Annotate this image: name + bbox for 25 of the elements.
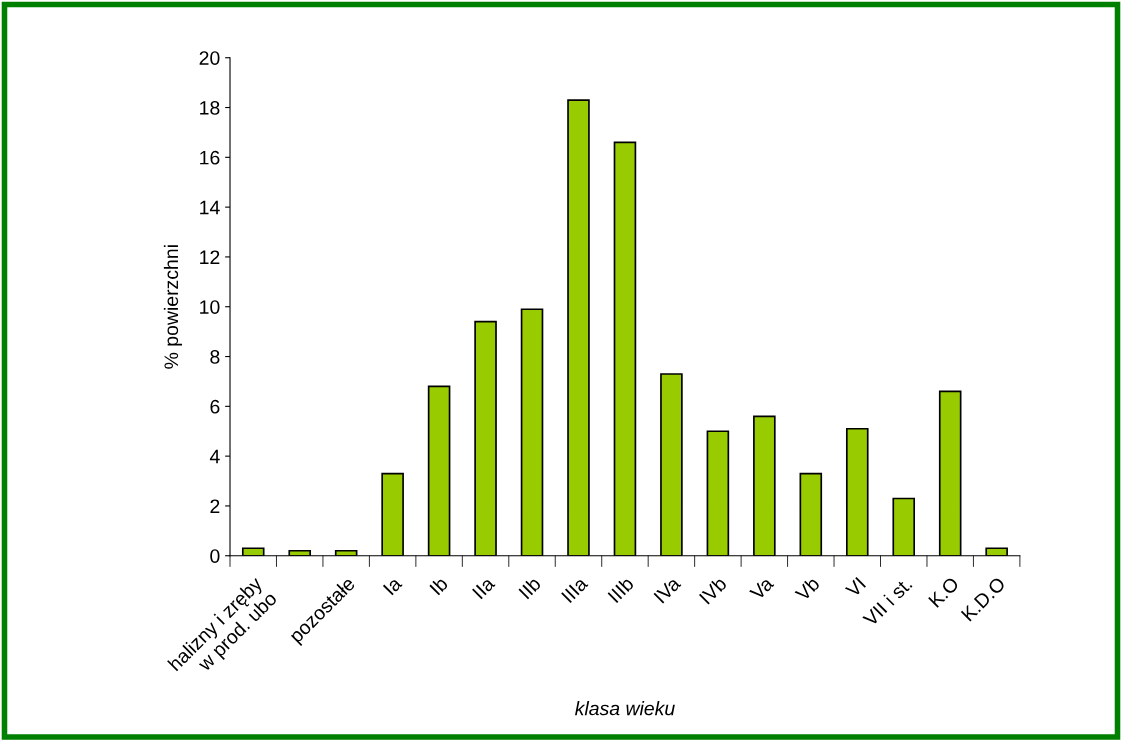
y-tick-label: 10: [200, 300, 220, 314]
y-tick-label: 2: [210, 499, 220, 513]
x-tick-label: IIIa: [561, 575, 589, 604]
x-tick-label: IIa: [472, 575, 496, 600]
x-tick-label: VI: [844, 576, 866, 599]
x-tick-label: Ia: [382, 575, 403, 596]
y-tick-label: 0: [210, 549, 220, 563]
y-tick-label: 8: [210, 350, 220, 364]
y-tick-label: 14: [200, 200, 220, 215]
x-tick-label: IIIb: [607, 575, 635, 604]
y-tick-label: 4: [209, 449, 220, 464]
y-tick-label: 18: [200, 100, 220, 115]
y-axis-title: % powierzchni: [163, 245, 182, 369]
x-tick-label: Va: [749, 575, 775, 602]
x-tick-label: Vb: [794, 575, 821, 603]
x-tick-label: IIb: [518, 575, 542, 600]
x-tick-label: K.O: [928, 576, 960, 608]
x-tick-label: IVb: [698, 575, 728, 605]
x-axis-title: klasa wieku: [575, 701, 675, 716]
y-tick-label: 12: [200, 250, 220, 264]
y-tick-label: 20: [199, 51, 220, 65]
y-tick-label: 6: [210, 399, 220, 414]
y-tick-label: 16: [200, 150, 220, 165]
x-tick-label: Ib: [428, 575, 449, 596]
x-tick-label: IVa: [653, 575, 682, 604]
